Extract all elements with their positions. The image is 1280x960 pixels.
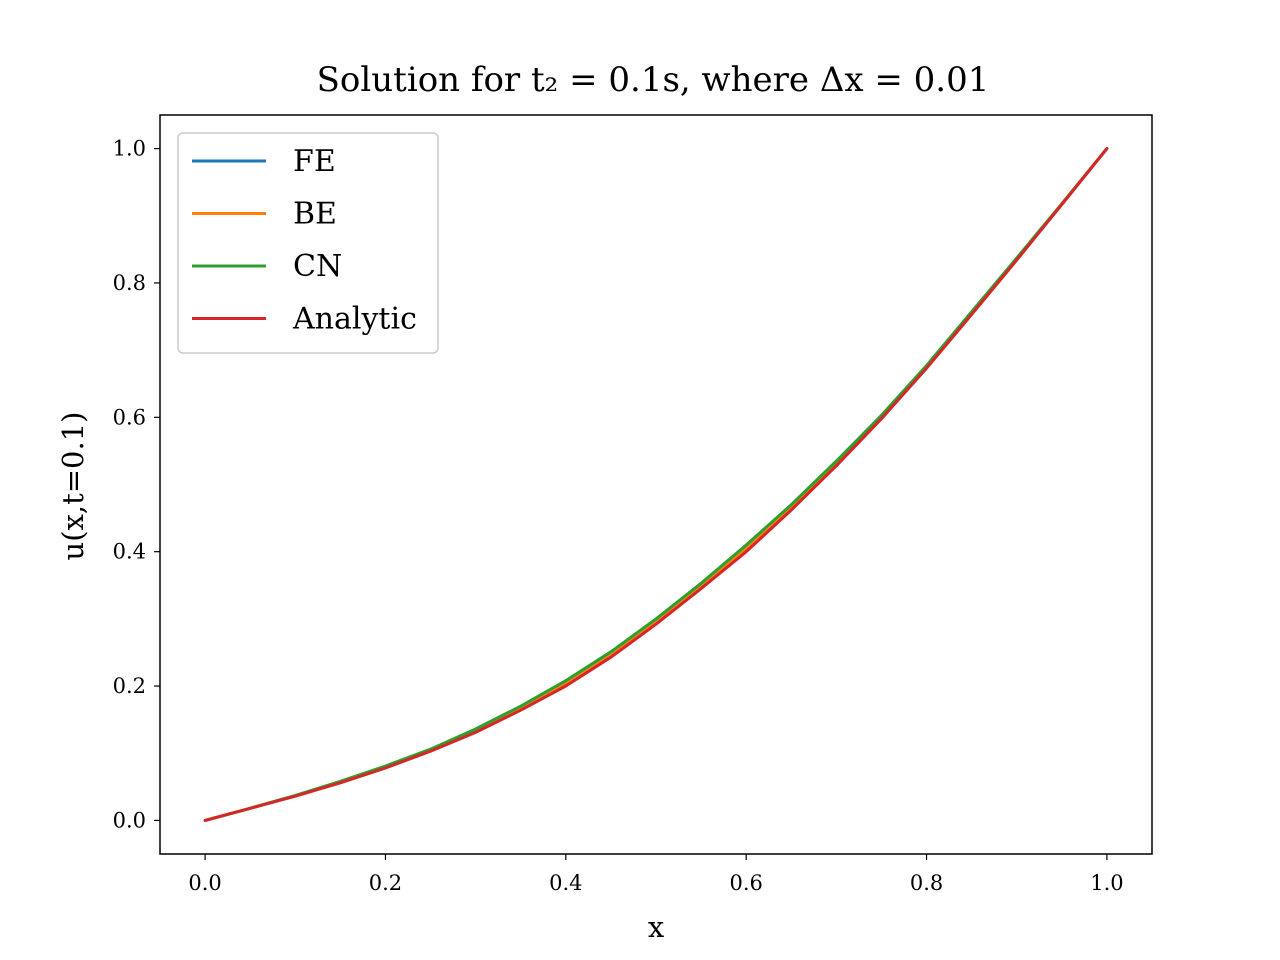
y-tick-label: 0.8 xyxy=(113,271,146,295)
legend: FE BE CN Analytic xyxy=(177,132,439,354)
plot-area-frame xyxy=(159,114,1153,855)
y-tick-label: 0.4 xyxy=(113,540,146,564)
legend-label-fe: FE xyxy=(293,144,336,179)
y-tick-label: 0.0 xyxy=(113,808,146,832)
legend-frame xyxy=(177,132,439,354)
series-line-cn xyxy=(203,147,1109,822)
y-tick-label: 0.2 xyxy=(113,674,146,698)
x-tick-label: 0.6 xyxy=(729,871,762,895)
series-line-analytic xyxy=(203,147,1109,822)
legend-label-be: BE xyxy=(293,197,337,232)
x-tick-label: 0.4 xyxy=(549,871,582,895)
x-tick-label: 1.0 xyxy=(1090,871,1123,895)
series-lines xyxy=(203,147,1109,822)
legend-label-cn: CN xyxy=(293,249,342,284)
x-axis-label: x xyxy=(648,910,664,944)
x-tick-label: 0.0 xyxy=(188,871,221,895)
x-axis: 0.0 0.2 0.4 0.6 0.8 1.0 xyxy=(188,854,1124,895)
x-tick-label: 0.8 xyxy=(910,871,943,895)
y-tick-label: 0.6 xyxy=(113,405,146,429)
legend-label-analytic: Analytic xyxy=(292,302,417,337)
x-tick-label: 0.2 xyxy=(369,871,402,895)
y-axis-label: u(x,t=0.1) xyxy=(56,412,90,561)
y-axis: 0.0 0.2 0.4 0.6 0.8 1.0 xyxy=(113,137,160,832)
chart-title: Solution for t₂ = 0.1s, where Δx = 0.01 xyxy=(317,60,990,100)
y-tick-label: 1.0 xyxy=(113,137,146,161)
